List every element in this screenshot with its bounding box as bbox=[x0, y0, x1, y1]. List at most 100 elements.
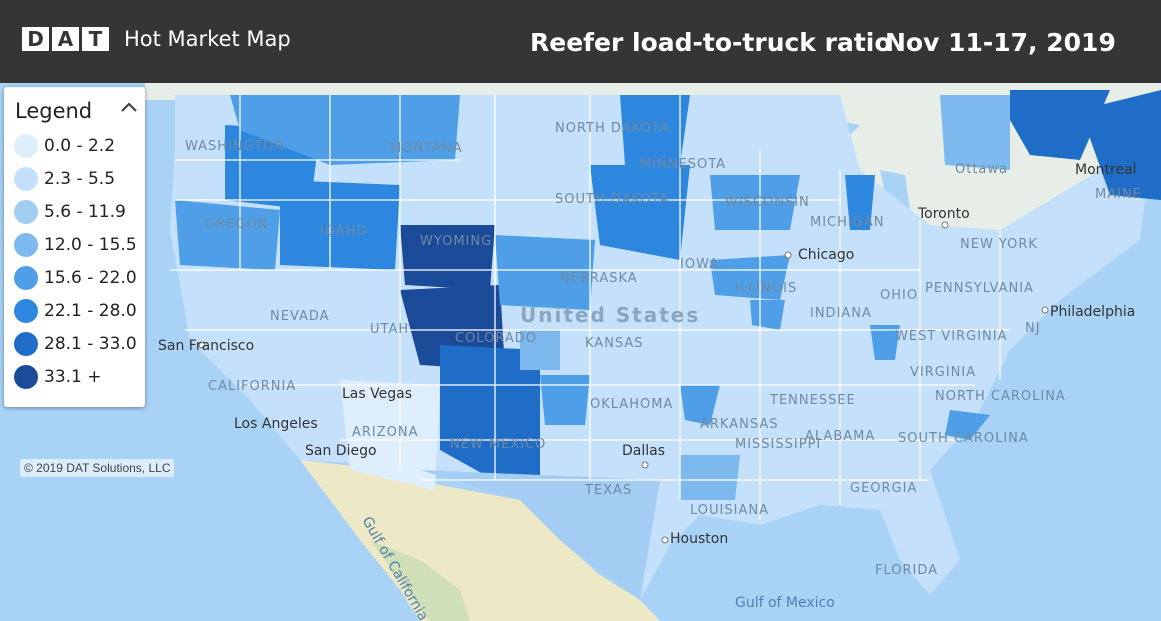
mexico-land bbox=[300, 460, 660, 621]
legend-swatch bbox=[14, 365, 38, 389]
region-new-mexico bbox=[440, 345, 540, 475]
state-label: LOUISIANA bbox=[690, 503, 769, 518]
state-label: TENNESSEE bbox=[769, 393, 856, 408]
legend-swatch bbox=[14, 332, 38, 356]
hot-market-map[interactable]: United States WASHINGTON MONTANA NORTH D… bbox=[0, 83, 1161, 621]
state-label: KANSAS bbox=[585, 336, 644, 351]
city-label: Chicago bbox=[798, 247, 854, 263]
city-label: Houston bbox=[670, 531, 728, 547]
state-label: NORTH CAROLINA bbox=[935, 389, 1066, 404]
legend-label: 12.0 - 15.5 bbox=[44, 235, 137, 255]
logo-letter: T bbox=[82, 27, 109, 51]
legend-label: 5.6 - 11.9 bbox=[44, 202, 126, 222]
region-wisconsin bbox=[710, 175, 800, 230]
legend-label: 28.1 - 33.0 bbox=[44, 334, 137, 354]
city-label: Las Vegas bbox=[342, 386, 412, 402]
legend-swatch bbox=[14, 200, 38, 224]
state-label: ARIZONA bbox=[352, 425, 419, 440]
state-label: NEVADA bbox=[270, 309, 330, 324]
mexico-highlands bbox=[370, 540, 470, 621]
region-west-virginia bbox=[870, 325, 900, 360]
state-label: FLORIDA bbox=[875, 563, 938, 578]
legend-swatch bbox=[14, 299, 38, 323]
legend-item: 28.1 - 33.0 bbox=[14, 330, 137, 358]
legend-label: 15.6 - 22.0 bbox=[44, 268, 137, 288]
legend-title: Legend bbox=[15, 99, 93, 123]
legend-item: 2.3 - 5.5 bbox=[14, 165, 115, 193]
state-label: NEW MEXICO bbox=[450, 437, 546, 452]
region-wyoming bbox=[400, 225, 495, 290]
region-borders bbox=[170, 95, 1010, 520]
app-header: D A T Hot Market Map Reefer load-to-truc… bbox=[0, 0, 1161, 83]
legend-label: 22.1 - 28.0 bbox=[44, 301, 137, 321]
legend-item: 0.0 - 2.2 bbox=[14, 132, 115, 160]
state-label: MICHIGAN bbox=[810, 215, 884, 230]
city-labels: San Francisco Las Vegas Los Angeles San … bbox=[158, 162, 1137, 547]
state-labels: WASHINGTON MONTANA NORTH DAKOTA MINNESOT… bbox=[185, 121, 1142, 578]
region-quebec bbox=[1010, 90, 1110, 160]
state-label: SOUTH CAROLINA bbox=[898, 431, 1029, 446]
region-north-carolina bbox=[945, 410, 990, 440]
state-label: MINNESOTA bbox=[640, 157, 726, 172]
state-label: IDAHO bbox=[320, 224, 368, 239]
legend-item: 22.1 - 28.0 bbox=[14, 297, 137, 325]
state-label: INDIANA bbox=[810, 306, 872, 321]
legend-swatch bbox=[14, 266, 38, 290]
state-label: SOUTH DAKOTA bbox=[555, 192, 669, 207]
state-label: WYOMING bbox=[420, 234, 492, 249]
us-land bbox=[170, 95, 1150, 600]
city-marker bbox=[641, 461, 649, 469]
map-title: Reefer load-to-truck ratio bbox=[530, 28, 892, 57]
region-texas bbox=[420, 470, 660, 600]
city-marker bbox=[1041, 306, 1049, 314]
state-label: WASHINGTON bbox=[185, 139, 285, 154]
state-label: VIRGINIA bbox=[910, 365, 976, 380]
legend-label: 33.1 + bbox=[44, 367, 102, 387]
city-marker bbox=[198, 341, 206, 349]
city-label: Montreal bbox=[1075, 162, 1137, 178]
region-illinois bbox=[710, 255, 790, 300]
product-name: Hot Market Map bbox=[124, 27, 291, 51]
state-label: NEBRASKA bbox=[560, 271, 638, 286]
region-louisiana bbox=[680, 455, 740, 500]
state-label: MONTANA bbox=[390, 141, 463, 156]
city-label: Toronto bbox=[917, 206, 970, 222]
state-label: IOWA bbox=[680, 257, 719, 272]
legend-label: 0.0 - 2.2 bbox=[44, 136, 116, 156]
city-marker bbox=[784, 251, 792, 259]
state-label: ARKANSAS bbox=[700, 417, 778, 432]
legend-item: 15.6 - 22.0 bbox=[14, 264, 137, 292]
country-label: United States bbox=[520, 303, 700, 327]
legend-item: 12.0 - 15.5 bbox=[14, 231, 137, 259]
state-label: PENNSYLVANIA bbox=[925, 281, 1034, 296]
state-label: Ottawa bbox=[955, 162, 1008, 177]
region-montana bbox=[230, 95, 460, 165]
region-idaho bbox=[280, 180, 400, 270]
state-label: GEORGIA bbox=[850, 481, 917, 496]
state-label: OKLAHOMA bbox=[590, 397, 673, 412]
logo-letter: A bbox=[52, 27, 79, 51]
state-label: CALIFORNIA bbox=[208, 379, 296, 394]
region-ontario-east bbox=[940, 95, 1010, 170]
legend-swatch bbox=[14, 134, 38, 158]
water-label: Gulf of Mexico bbox=[735, 595, 835, 611]
state-label: OREGON bbox=[205, 217, 269, 232]
legend-label: 2.3 - 5.5 bbox=[44, 169, 116, 189]
state-label: OHIO bbox=[880, 288, 918, 303]
dat-logo: D A T bbox=[22, 27, 109, 51]
map-date-range: Nov 11-17, 2019 bbox=[885, 28, 1116, 57]
legend-swatch bbox=[14, 233, 38, 257]
state-label: ALABAMA bbox=[805, 429, 875, 444]
region-arkansas bbox=[680, 385, 720, 425]
region-arizona bbox=[340, 380, 440, 490]
state-label: WEST VIRGINIA bbox=[895, 329, 1008, 344]
copyright-notice: © 2019 DAT Solutions, LLC bbox=[20, 459, 175, 477]
state-label: MAINE bbox=[1095, 187, 1142, 202]
chevron-up-icon[interactable] bbox=[120, 99, 138, 115]
region-minnesota bbox=[620, 95, 690, 165]
state-label: COLORADO bbox=[455, 331, 537, 346]
region-oklahoma-west bbox=[540, 375, 590, 425]
region-oregon bbox=[175, 200, 280, 270]
region-michigan bbox=[845, 175, 875, 230]
region-indiana-south bbox=[750, 300, 785, 330]
